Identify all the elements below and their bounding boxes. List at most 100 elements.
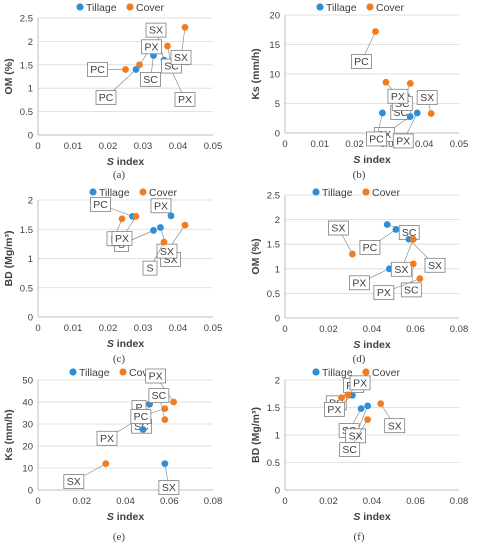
point-label-box bbox=[150, 198, 172, 214]
x-tick-label: 0.04 bbox=[363, 324, 382, 335]
legend: Tillage Cover bbox=[312, 367, 401, 379]
data-point-tillage bbox=[413, 109, 421, 117]
x-tick-label: 0.01 bbox=[64, 323, 83, 334]
x-tick-label: 0 bbox=[282, 496, 287, 507]
data-point-cover bbox=[181, 23, 189, 31]
x-tick-label: 0.04 bbox=[169, 141, 188, 152]
point-label-box bbox=[384, 418, 406, 434]
legend: Tillage Cover bbox=[89, 187, 178, 199]
point-label-box bbox=[400, 282, 422, 298]
point-label: SX bbox=[420, 92, 434, 104]
x-tick-label: 0.02 bbox=[319, 324, 338, 335]
y-tick-label: 20 bbox=[269, 11, 280, 22]
y-tick-label: 10 bbox=[22, 464, 33, 475]
x-tick-label: 0.08 bbox=[450, 324, 469, 335]
y-axis-title: Ks (mm/h) bbox=[250, 48, 262, 99]
legend: Tillage Cover bbox=[316, 2, 405, 14]
data-point-cover bbox=[118, 215, 126, 223]
legend-label-cover: Cover bbox=[372, 187, 401, 199]
legend: Tillage Cover bbox=[312, 187, 401, 199]
point-label: SC bbox=[342, 444, 357, 456]
x-tick-label: 0.05 bbox=[204, 323, 223, 334]
point-label-box bbox=[140, 72, 161, 87]
legend-marker-cover bbox=[139, 188, 147, 196]
data-point-cover bbox=[161, 416, 169, 423]
legend-label-tillage: Tillage bbox=[326, 2, 357, 14]
legend-label-tillage: Tillage bbox=[86, 2, 117, 14]
x-axis-title: S index bbox=[353, 154, 391, 166]
x-tick-label: 0.02 bbox=[99, 323, 118, 334]
point-label-box bbox=[111, 230, 133, 246]
x-tick-label: 0 bbox=[35, 496, 40, 507]
x-tick-label: 0.04 bbox=[116, 496, 135, 507]
point-label: PC bbox=[369, 134, 384, 146]
legend-marker-tillage bbox=[312, 368, 320, 376]
data-point-cover bbox=[349, 250, 356, 258]
panel-caption: (e) bbox=[113, 531, 126, 543]
y-axis-title: OM (%) bbox=[3, 58, 15, 94]
legend-marker-cover bbox=[362, 368, 370, 376]
legend-marker-tillage bbox=[76, 3, 84, 11]
point-label: PC bbox=[363, 242, 378, 254]
point-label: PX bbox=[352, 277, 366, 289]
data-point-cover bbox=[364, 416, 372, 423]
y-axis-title: BD (Mg/m³) bbox=[3, 231, 15, 287]
y-axis-title: BD (Mg/m³) bbox=[250, 407, 262, 463]
point-label-box bbox=[416, 90, 438, 105]
legend-marker-tillage bbox=[316, 3, 324, 11]
chart-panel-c: 0 0.5 1 1.5 2 0 0.01 0.02 0.03 0.04 0.05 S index BD … bbox=[3, 187, 222, 365]
legend-label-tillage: Tillage bbox=[79, 367, 110, 379]
x-tick-label: 0.08 bbox=[204, 496, 223, 507]
data-point-cover bbox=[382, 78, 390, 86]
point-label: S bbox=[146, 263, 153, 275]
point-label: PC bbox=[90, 64, 105, 76]
point-label-box bbox=[158, 480, 180, 496]
y-tick-label: 15 bbox=[269, 40, 280, 51]
panel-caption: (d) bbox=[353, 353, 366, 365]
legend-label-cover: Cover bbox=[149, 187, 178, 199]
point-label-box bbox=[145, 368, 167, 384]
point-label-box bbox=[63, 474, 85, 490]
point-label-box bbox=[392, 133, 414, 149]
point-label: PX bbox=[353, 377, 367, 389]
x-tick-label: 0 bbox=[35, 141, 40, 152]
y-tick-label: 50 bbox=[22, 376, 33, 387]
point-label: PX bbox=[377, 287, 391, 299]
x-tick-label: 0.03 bbox=[134, 141, 153, 152]
point-label: SX bbox=[331, 223, 345, 235]
y-tick-label: 20 bbox=[22, 442, 33, 453]
data-point-tillage bbox=[392, 226, 400, 233]
point-label: PX bbox=[149, 371, 163, 383]
data-point-cover bbox=[377, 400, 385, 408]
y-tick-label: 2 bbox=[28, 196, 33, 207]
point-label-box bbox=[359, 240, 381, 255]
data-point-cover bbox=[160, 238, 168, 246]
point-label-box bbox=[95, 90, 117, 105]
y-tick-label: 0.5 bbox=[20, 283, 33, 294]
x-tick-label: 0.03 bbox=[380, 139, 399, 150]
point-label: PC bbox=[134, 411, 149, 423]
legend-marker-tillage bbox=[69, 368, 77, 376]
y-tick-label: 10 bbox=[269, 70, 280, 81]
panel-caption: (f) bbox=[354, 531, 365, 543]
data-point-cover bbox=[372, 28, 379, 35]
point-label-box bbox=[351, 54, 372, 69]
x-tick-label: 0.06 bbox=[406, 324, 425, 335]
data-point-tillage bbox=[167, 212, 175, 220]
data-point-tillage bbox=[379, 109, 386, 117]
data-point-tillage bbox=[161, 460, 169, 467]
x-tick-label: 0.02 bbox=[73, 496, 92, 507]
y-tick-label: 1.5 bbox=[267, 403, 280, 414]
y-tick-label: 1.5 bbox=[20, 225, 33, 236]
legend-label-tillage: Tillage bbox=[99, 187, 130, 199]
legend-marker-tillage bbox=[89, 188, 97, 196]
point-label: PX bbox=[144, 41, 158, 53]
y-tick-label: 1 bbox=[28, 84, 33, 95]
point-label-box bbox=[170, 49, 192, 65]
legend-marker-cover bbox=[119, 368, 127, 376]
point-label-box bbox=[349, 375, 371, 391]
point-label: SX bbox=[174, 52, 188, 64]
point-label-box bbox=[96, 430, 118, 446]
data-point-cover bbox=[406, 80, 414, 87]
